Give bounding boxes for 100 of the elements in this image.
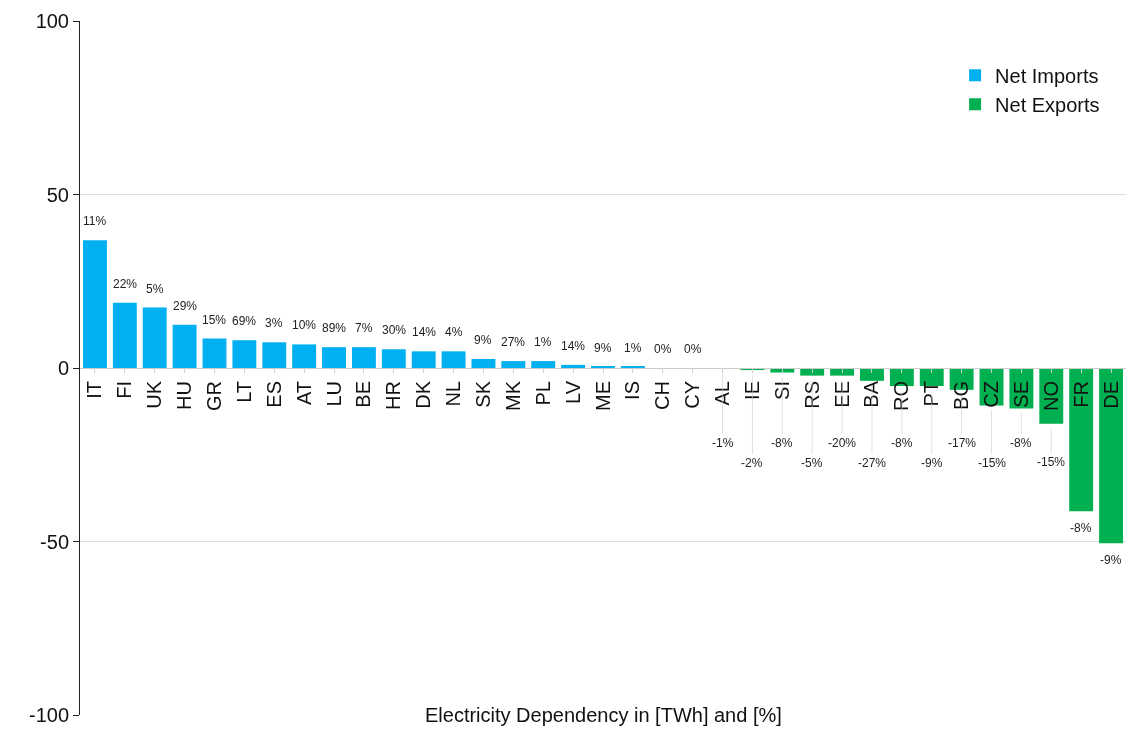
annotation: 4% <box>445 325 463 339</box>
annotation: 22% <box>113 277 138 291</box>
annotation: 29% <box>173 299 198 313</box>
x-tick-label: ME <box>591 381 614 411</box>
bar <box>531 361 556 368</box>
x-tick-label: CZ <box>980 381 1003 408</box>
annotation: 27% <box>501 335 526 349</box>
legend-label: Net Imports <box>995 65 1099 87</box>
bar <box>471 358 496 368</box>
legend-label: Net Exports <box>995 94 1100 116</box>
bar <box>501 361 526 368</box>
bar <box>142 307 167 368</box>
bar <box>82 240 107 368</box>
y-tick-label: -50 <box>40 530 69 553</box>
x-tick-label: ES <box>262 381 285 408</box>
y-tick-label: -100 <box>28 704 69 726</box>
annotation: 9% <box>474 333 492 347</box>
x-tick-label: AL <box>711 381 734 406</box>
x-tick-label: NO <box>1039 381 1062 411</box>
annotation: -2% <box>741 456 763 470</box>
x-tick-label: BG <box>950 381 973 410</box>
annotation: 14% <box>561 339 586 353</box>
bar <box>381 349 406 368</box>
annotation: 30% <box>382 323 407 337</box>
y-tick-label: 0 <box>57 357 69 379</box>
x-tick-label: DE <box>1099 381 1122 409</box>
annotation: -1% <box>712 436 734 450</box>
annotation: -8% <box>1070 521 1092 535</box>
annotation: 10% <box>292 318 317 332</box>
bar <box>292 344 317 368</box>
annotation: -8% <box>1010 436 1032 450</box>
annotation: 15% <box>202 313 227 327</box>
x-tick-label: MK <box>501 380 524 411</box>
x-tick-label: LV <box>561 380 584 404</box>
x-tick-label: HU <box>173 381 196 410</box>
annotation: -8% <box>891 436 913 450</box>
bar <box>1099 368 1124 544</box>
x-axis-title: Electricity Dependency in [TWh] and [%] <box>425 704 782 726</box>
annotation: -15% <box>978 456 1007 470</box>
x-tick-label: RO <box>890 381 913 411</box>
bar <box>202 338 227 368</box>
annotation: -9% <box>921 456 943 470</box>
x-tick-label: SK <box>471 380 494 408</box>
bar <box>322 347 346 368</box>
annotation: 0% <box>654 342 672 356</box>
x-tick-label: LU <box>322 381 345 407</box>
annotation: 1% <box>624 341 642 355</box>
bar <box>411 351 436 368</box>
annotation: 3% <box>265 316 283 330</box>
x-tick-label: CH <box>651 381 674 410</box>
annotation: -8% <box>771 436 793 450</box>
annotation: 89% <box>322 321 347 335</box>
bar <box>561 364 586 368</box>
annotation: -20% <box>828 436 857 450</box>
x-tick-label: PT <box>920 381 943 407</box>
x-tick-label: UK <box>143 380 166 409</box>
bar <box>1069 368 1094 512</box>
annotation: 0% <box>684 342 702 356</box>
annotation: -17% <box>948 436 977 450</box>
bar <box>112 302 137 368</box>
x-tick-label: GR <box>202 381 225 411</box>
annotation: -9% <box>1100 553 1122 567</box>
x-tick-label: BE <box>352 381 375 408</box>
x-tick-label: RS <box>800 381 823 409</box>
bar <box>262 342 287 368</box>
x-tick-label: IT <box>83 381 106 399</box>
x-tick-label: PL <box>531 381 554 406</box>
x-tick-label: BA <box>860 380 883 408</box>
x-tick-label: SE <box>1009 381 1032 408</box>
x-tick-label: EE <box>830 381 853 408</box>
x-tick-label: IS <box>621 381 644 400</box>
x-tick-label: FR <box>1069 381 1092 408</box>
x-tick-label: DK <box>412 380 435 409</box>
annotation: 5% <box>146 282 164 296</box>
annotation: 14% <box>412 325 437 339</box>
annotation: 1% <box>534 335 552 349</box>
annotation: 9% <box>594 341 612 355</box>
bar <box>800 368 825 376</box>
annotation: -27% <box>858 456 887 470</box>
x-tick-label: FI <box>113 381 136 399</box>
y-tick-label: 50 <box>46 183 69 206</box>
annotation: 69% <box>232 314 257 328</box>
x-tick-label: HR <box>382 381 405 410</box>
bar <box>441 351 466 368</box>
annotation: -15% <box>1037 455 1066 469</box>
x-tick-label: LT <box>232 381 255 403</box>
x-tick-label: IE <box>740 381 763 400</box>
x-tick-label: AT <box>292 381 315 406</box>
bar <box>351 347 376 368</box>
bar <box>232 340 257 368</box>
annotation: -5% <box>801 456 823 470</box>
x-tick-label: NL <box>442 381 465 407</box>
x-tick-label: CY <box>681 381 704 409</box>
annotation: 11% <box>83 214 107 228</box>
bar <box>860 368 884 381</box>
x-tick-label: SI <box>770 381 793 400</box>
annotation: 7% <box>355 321 373 335</box>
y-tick-label: 100 <box>35 10 69 32</box>
bar <box>172 324 197 368</box>
bar <box>830 368 855 376</box>
